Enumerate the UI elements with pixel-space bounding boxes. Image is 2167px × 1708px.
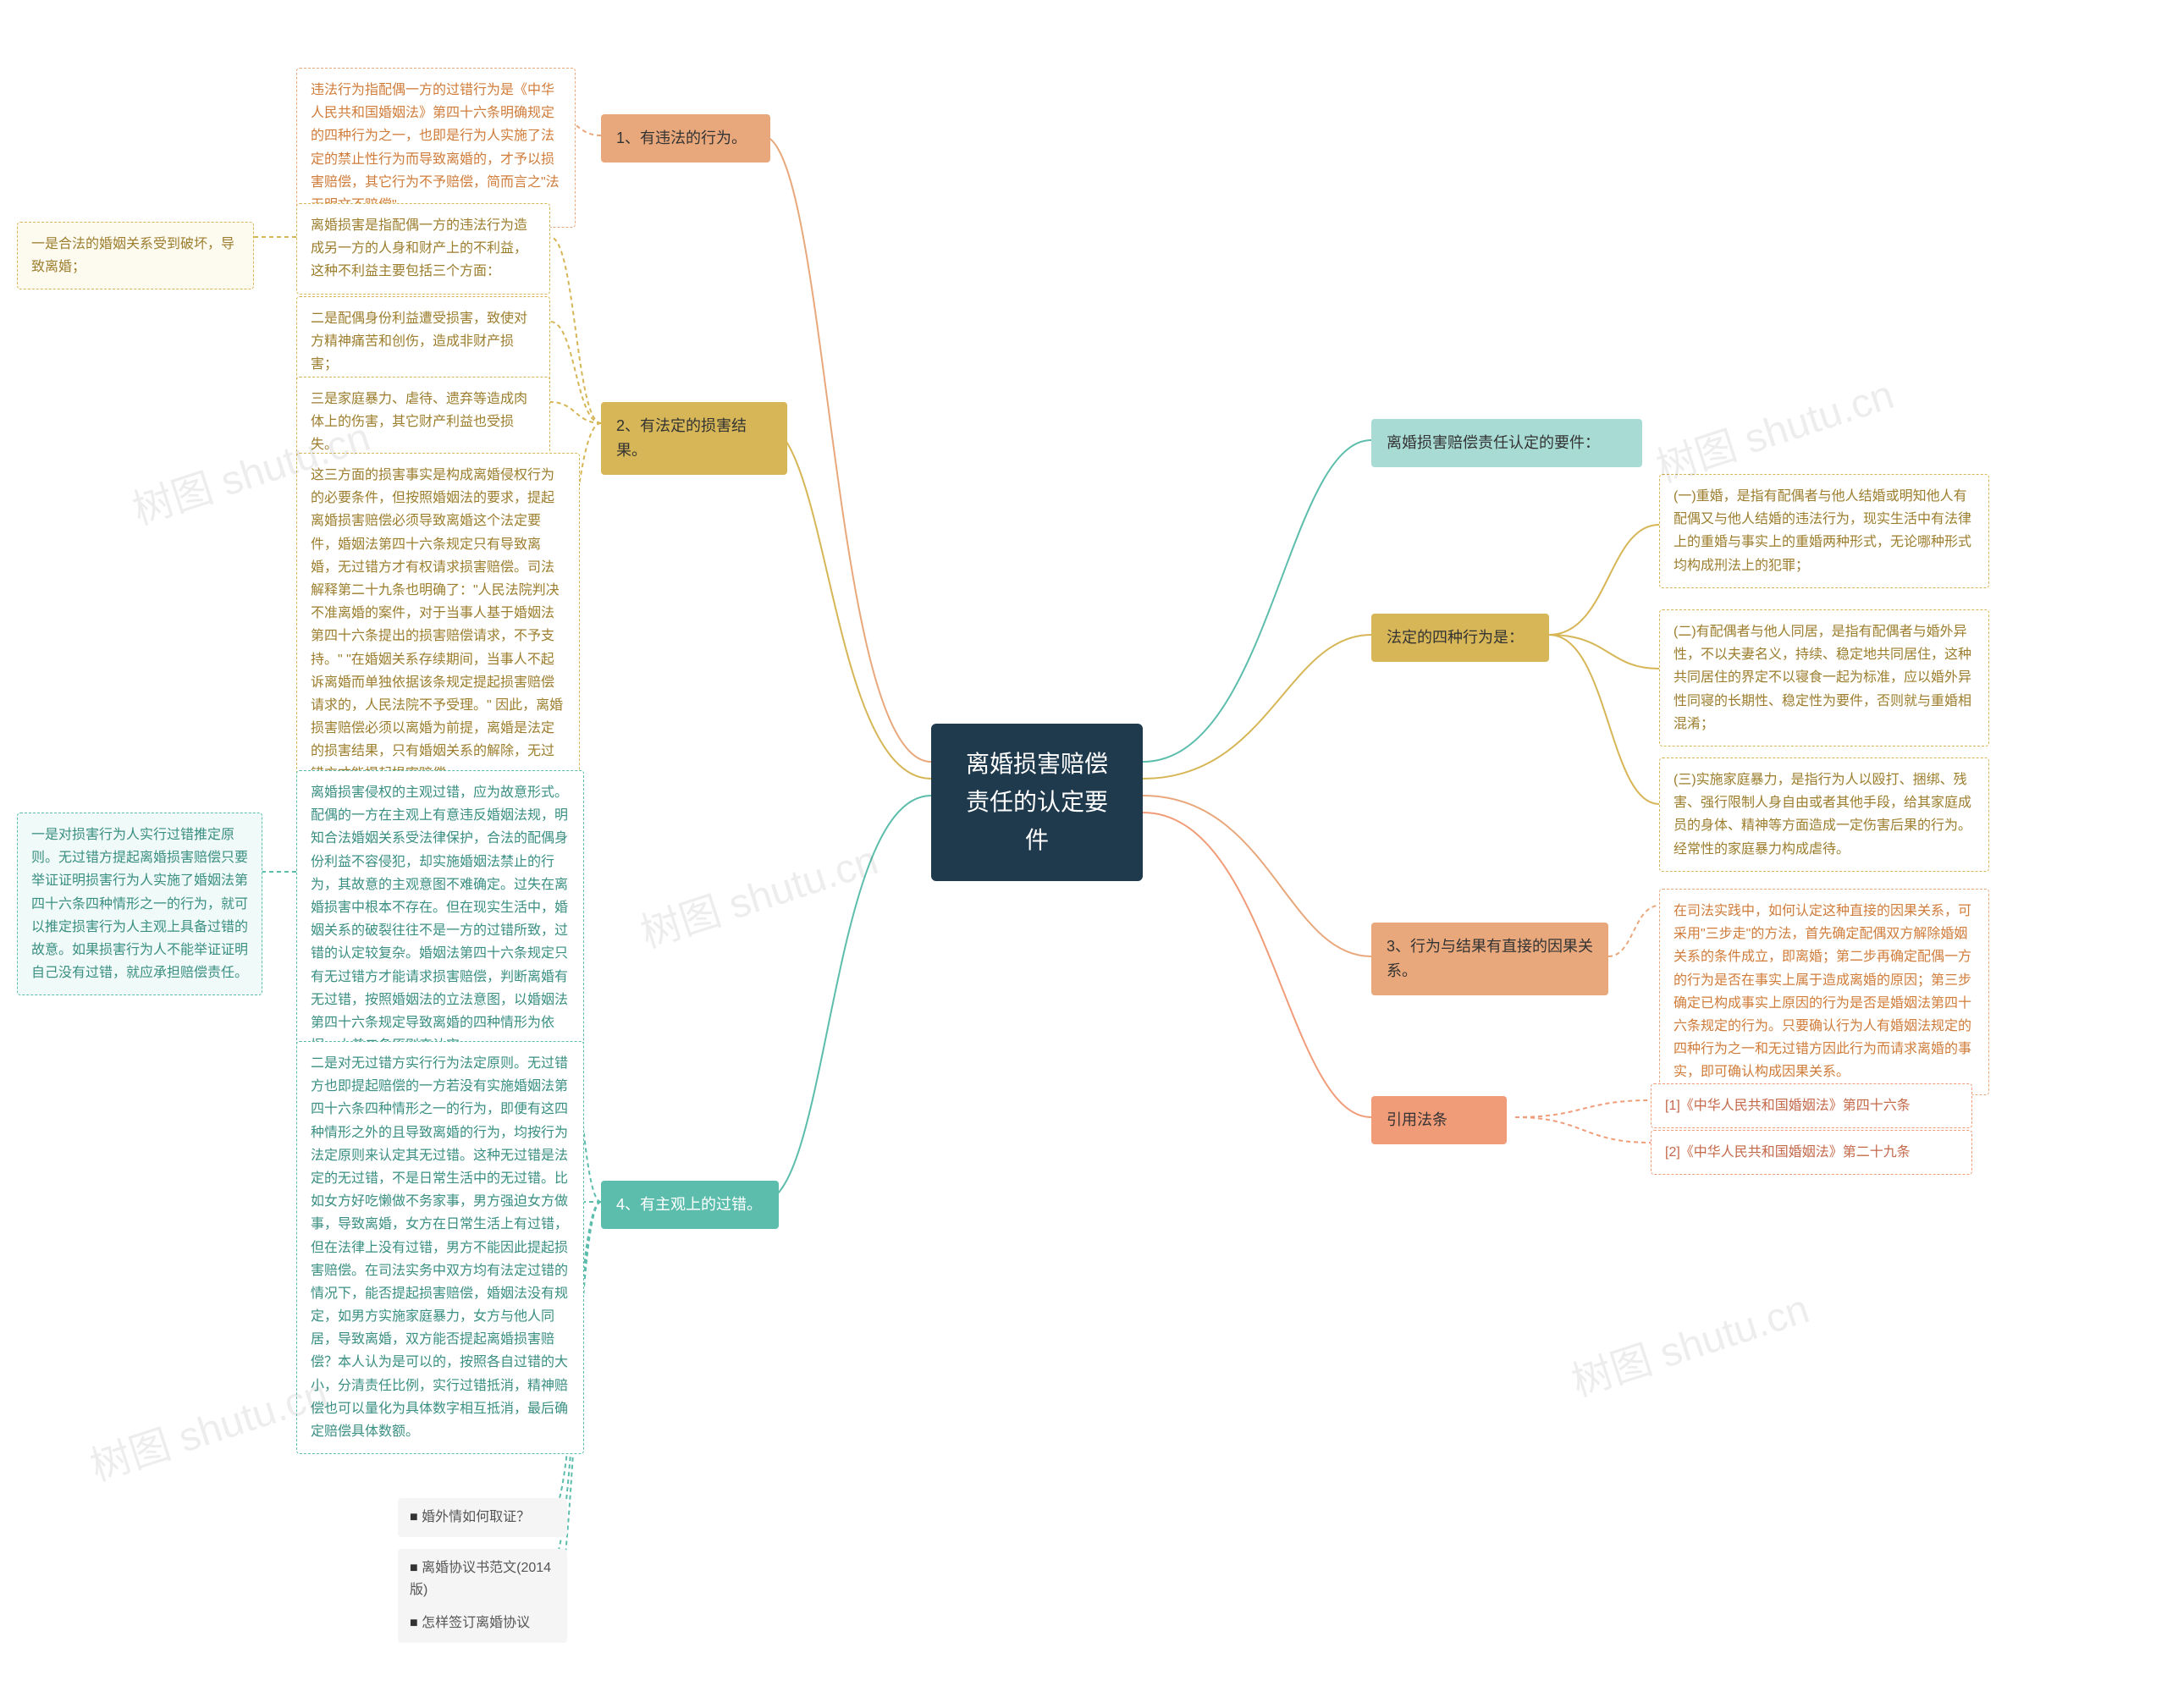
leaf-l2-1-sub: 一是合法的婚姻关系受到破坏，导致离婚； (17, 222, 254, 289)
leaf-l4-1-sub: 一是对损害行为人实行过错推定原则。无过错方提起离婚损害赔偿只要举证证明损害行为人… (17, 813, 262, 995)
branch-r2: 法定的四种行为是： (1371, 614, 1549, 662)
watermark: 树图 shutu.cn (631, 827, 884, 959)
branch-l1: 1、有违法的行为。 (601, 114, 770, 163)
branch-r1: 离婚损害赔偿责任认定的要件： (1371, 419, 1642, 467)
root-node: 离婚损害赔偿责任的认定要件 (931, 724, 1143, 881)
bullet-c: 怎样签订离婚协议 (398, 1604, 567, 1643)
branch-r4: 引用法条 (1371, 1096, 1507, 1144)
leaf-l4-1: 离婚损害侵权的主观过错，应为故意形式。配偶的一方在主观上有意违反婚姻法规，明知合… (296, 770, 584, 1068)
watermark: 树图 shutu.cn (1563, 1275, 1815, 1408)
bullet-b: 离婚协议书范文(2014版) (398, 1549, 567, 1609)
leaf-r2-1: (一)重婚，是指有配偶者与他人结婚或明知他人有配偶又与他人结婚的违法行为，现实生… (1659, 474, 1989, 588)
leaf-r2-2: (二)有配偶者与他人同居，是指有配偶者与婚外异性，不以夫妻名义，持续、稳定地共同… (1659, 609, 1989, 747)
leaf-l2-1: 离婚损害是指配偶一方的违法行为造成另一方的人身和财产上的不利益，这种不利益主要包… (296, 203, 550, 295)
leaf-r4-1: [1]《中华人民共和国婚姻法》第四十六条 (1651, 1083, 1972, 1128)
leaf-l4-2: 二是对无过错方实行行为法定原则。无过错方也即提起赔偿的一方若没有实施婚姻法第四十… (296, 1041, 584, 1454)
leaf-l2-4: 这三方面的损害事实是构成离婚侵权行为的必要条件，但按照婚姻法的要求，提起离婚损害… (296, 453, 580, 797)
leaf-l2-2: 二是配偶身份利益遭受损害，致使对方精神痛苦和创伤，造成非财产损害； (296, 296, 550, 388)
leaf-r4-2: [2]《中华人民共和国婚姻法》第二十九条 (1651, 1130, 1972, 1175)
branch-r3: 3、行为与结果有直接的因果关系。 (1371, 923, 1608, 995)
leaf-r3: 在司法实践中，如何认定这种直接的因果关系，可采用"三步走"的方法，首先确定配偶双… (1659, 889, 1989, 1095)
bullet-a: 婚外情如何取证？ (398, 1498, 567, 1537)
branch-l4: 4、有主观上的过错。 (601, 1181, 779, 1229)
branch-l2: 2、有法定的损害结果。 (601, 402, 787, 475)
leaf-r2-3: (三)实施家庭暴力，是指行为人以殴打、捆绑、残害、强行限制人身自由或者其他手段，… (1659, 758, 1989, 872)
